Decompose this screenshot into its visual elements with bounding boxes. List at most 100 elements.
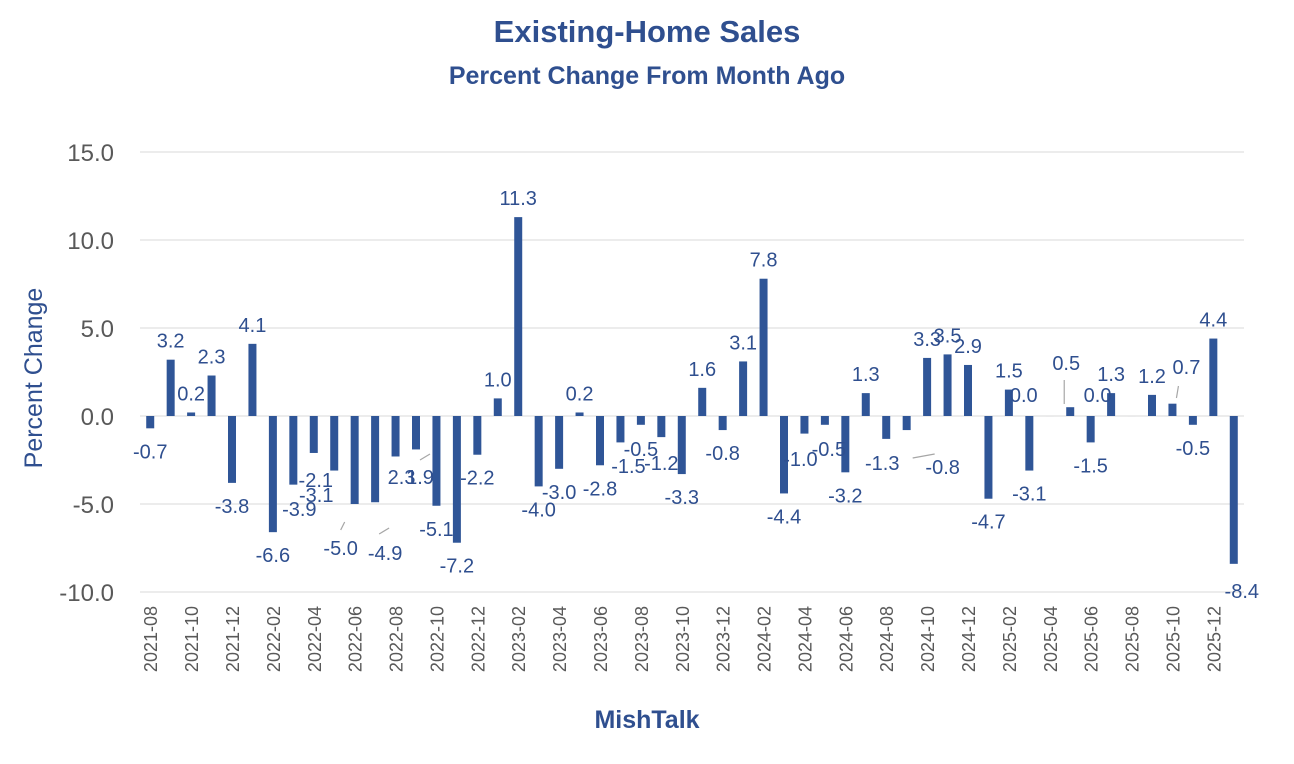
data-label: -3.1 xyxy=(1012,484,1046,506)
x-tick-label: 2025-04 xyxy=(1041,606,1061,672)
bar xyxy=(248,343,257,416)
x-tick-label: 2024-08 xyxy=(877,606,897,672)
bar xyxy=(1209,338,1218,416)
bar xyxy=(452,416,461,543)
data-label: -3.8 xyxy=(215,496,249,518)
bar xyxy=(228,416,236,483)
bar xyxy=(596,416,604,466)
bar xyxy=(289,416,298,485)
data-label: -1.3 xyxy=(865,453,899,475)
data-label: -0.8 xyxy=(705,443,739,465)
x-tick-label: 2021-12 xyxy=(223,606,243,672)
data-label: -0.5 xyxy=(624,439,658,461)
data-label: -0.5 xyxy=(812,439,846,461)
y-tick-label: 15.0 xyxy=(67,140,114,167)
data-label: 1.9 xyxy=(406,467,434,489)
data-label: 0.0 xyxy=(1084,385,1112,407)
data-label: -4.9 xyxy=(368,543,402,565)
data-label: 3.5 xyxy=(934,325,962,347)
data-label: 2.9 xyxy=(954,336,982,358)
bar xyxy=(1107,393,1116,416)
bar xyxy=(146,416,155,429)
x-tick-label: 2024-06 xyxy=(836,606,856,672)
bar xyxy=(780,416,788,494)
chart-title: Existing-Home Sales xyxy=(493,14,801,49)
data-label: -5.1 xyxy=(419,519,453,541)
x-tick-label: 2022-02 xyxy=(264,606,284,672)
leader-line xyxy=(912,453,935,459)
x-tick-label: 2022-10 xyxy=(427,606,447,672)
data-label: -6.6 xyxy=(256,545,290,567)
data-label: -0.7 xyxy=(133,441,167,463)
leader-line xyxy=(419,453,431,461)
x-tick-label: 2024-02 xyxy=(755,606,775,672)
leader-line xyxy=(378,527,390,535)
data-label: -1.2 xyxy=(644,453,678,475)
bar xyxy=(371,416,380,503)
data-label: 2.3 xyxy=(198,347,226,369)
bar xyxy=(391,416,400,457)
data-label: 1.6 xyxy=(688,359,716,381)
leader-lines xyxy=(340,380,1180,535)
bar xyxy=(1188,416,1197,425)
data-label: 4.1 xyxy=(239,315,267,337)
bar xyxy=(943,354,952,416)
x-tick-label: 2022-04 xyxy=(305,606,325,672)
data-label: 11.3 xyxy=(499,188,536,210)
bar xyxy=(493,398,502,416)
data-label: 3.2 xyxy=(157,331,185,353)
bar xyxy=(309,416,318,453)
bar xyxy=(841,416,850,473)
bar xyxy=(1004,389,1013,416)
x-tick-label: 2025-10 xyxy=(1163,606,1183,672)
data-label: -1.5 xyxy=(1073,455,1107,477)
bar xyxy=(1168,403,1177,416)
leader-line xyxy=(1175,385,1180,399)
bar xyxy=(350,416,359,504)
bar xyxy=(534,416,543,487)
x-tick-label: 2023-06 xyxy=(591,606,611,672)
bar xyxy=(473,416,482,455)
x-tick-label: 2022-12 xyxy=(468,606,488,672)
data-label: 3.3 xyxy=(913,329,941,351)
x-tick-label: 2023-08 xyxy=(632,606,652,672)
data-label: -3.0 xyxy=(542,482,576,504)
bar xyxy=(657,416,666,438)
x-tick-label: 2024-12 xyxy=(959,606,979,672)
bar xyxy=(412,416,420,450)
data-label: -4.7 xyxy=(971,512,1005,534)
data-label: 3.1 xyxy=(729,332,757,354)
x-tick-labels: 2021-08 2021-10 2021-12 2022-02 2022-04 2022-… xyxy=(141,606,1224,672)
data-label: 4.4 xyxy=(1199,310,1227,332)
bar xyxy=(555,416,564,469)
bar xyxy=(677,416,686,475)
data-label: -2.8 xyxy=(583,478,617,500)
data-label: 1.3 xyxy=(1097,364,1125,386)
x-tick-label: 2023-10 xyxy=(673,606,693,672)
data-label: 0.2 xyxy=(566,383,594,405)
y-tick-label: 0.0 xyxy=(81,404,114,431)
data-label: -3.2 xyxy=(828,485,862,507)
bar xyxy=(268,416,277,533)
bar xyxy=(187,412,196,416)
data-label: 1.0 xyxy=(484,369,512,391)
data-label: -2.2 xyxy=(460,468,494,490)
data-label: 1.5 xyxy=(995,361,1023,383)
bar xyxy=(984,416,993,499)
bar xyxy=(616,416,625,443)
chart-subtitle: Percent Change From Month Ago xyxy=(448,62,846,90)
x-tick-label: 2021-08 xyxy=(141,606,161,672)
bar xyxy=(882,416,891,439)
bar xyxy=(923,357,932,416)
x-tick-label: 2025-02 xyxy=(1000,606,1020,672)
y-tick-label: 10.0 xyxy=(67,228,114,255)
bar xyxy=(636,416,645,425)
y-tick-label: -5.0 xyxy=(73,492,114,519)
x-axis-label: MishTalk xyxy=(594,706,700,734)
bar xyxy=(902,416,911,431)
bar xyxy=(739,361,748,416)
data-label: -4.0 xyxy=(521,499,555,521)
data-label: -8.4 xyxy=(1225,581,1259,603)
bar xyxy=(1066,407,1075,416)
data-label: -3.1 xyxy=(299,485,333,507)
